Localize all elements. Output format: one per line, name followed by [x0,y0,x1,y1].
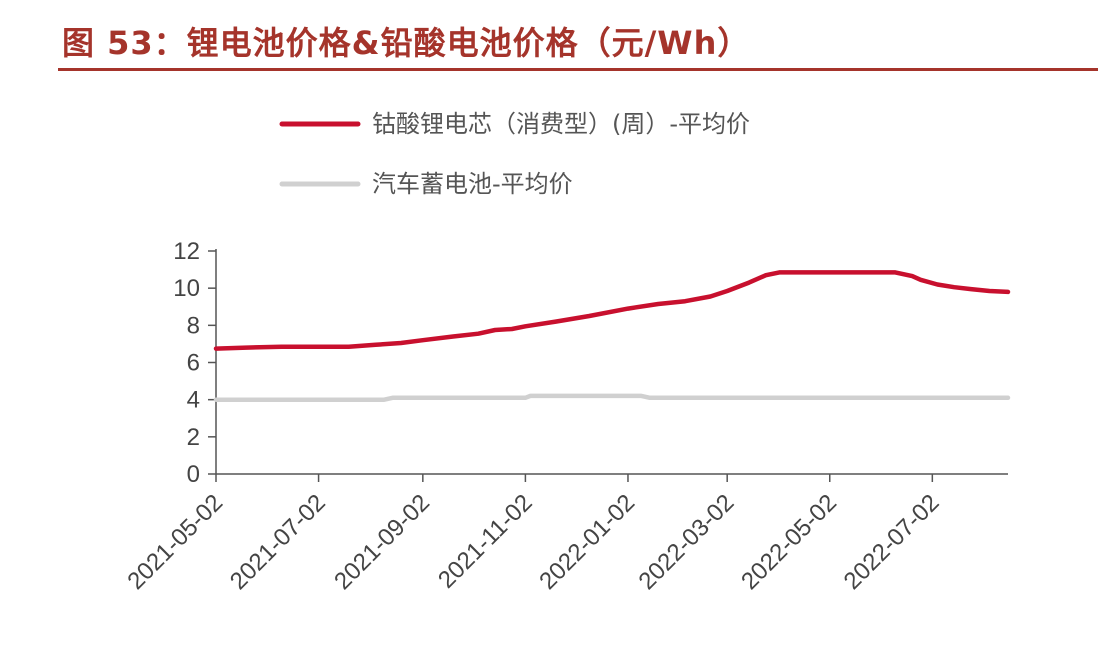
y-tick-label: 8 [187,312,200,339]
x-tick-label: 2022-07-02 [839,489,945,595]
y-tick-label: 12 [173,238,200,265]
legend-label-2: 汽车蓄电池-平均价 [372,170,573,198]
figure-title: 图 53：锂电池价格&铅酸电池价格（元/Wh） [62,24,751,62]
x-tick-label: 2022-03-02 [634,489,740,595]
x-tick-label: 2021-07-02 [225,489,331,595]
title-rule [58,68,1098,71]
y-tick-label: 6 [187,350,200,377]
series-group [213,270,1011,402]
x-tick-label: 2022-05-02 [736,489,842,595]
y-tick-label: 10 [173,275,200,302]
x-tick-label: 2021-11-02 [433,489,538,594]
y-tick-label: 0 [187,461,200,488]
x-tick-label: 2021-09-02 [329,489,435,595]
y-tick-label: 4 [187,387,200,414]
x-tick-label: 2021-05-02 [122,489,228,595]
legend-label-1: 钴酸锂电芯（消费型）(周）-平均价 [372,110,750,138]
series-line-2 [213,393,1011,402]
y-tick-label: 2 [187,424,200,451]
series-line-1 [213,270,1011,351]
axes: 0246810122021-05-022021-07-022021-09-022… [122,238,1008,595]
x-tick-label: 2022-01-02 [534,489,640,595]
